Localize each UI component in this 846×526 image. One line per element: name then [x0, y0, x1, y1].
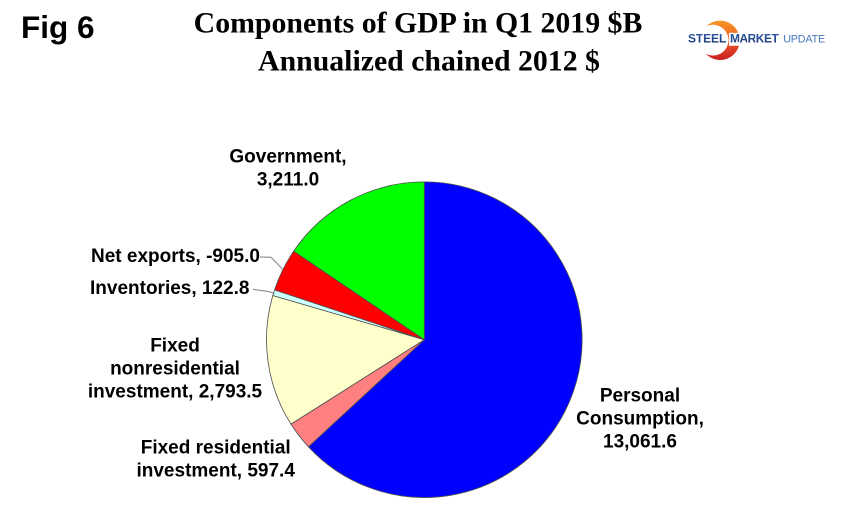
svg-text:Inventories, 122.8: Inventories, 122.8 [90, 278, 249, 299]
svg-text:investment, 2,793.5: investment, 2,793.5 [88, 382, 263, 403]
svg-text:Consumption,: Consumption, [576, 409, 704, 430]
svg-text:Fig 6: Fig 6 [21, 9, 95, 45]
svg-text:Annualized chained 2012 $: Annualized chained 2012 $ [258, 45, 600, 78]
svg-text:UPDATE: UPDATE [783, 34, 825, 46]
svg-text:Net exports, -905.0: Net exports, -905.0 [91, 246, 260, 267]
svg-text:investment, 597.4: investment, 597.4 [136, 461, 295, 482]
svg-text:Fixed: Fixed [150, 336, 200, 357]
svg-text:3,211.0: 3,211.0 [257, 170, 319, 191]
svg-text:Personal: Personal [600, 386, 680, 407]
svg-text:13,061.6: 13,061.6 [603, 432, 677, 453]
svg-text:Components of GDP in Q1 2019 $: Components of GDP in Q1 2019 $B [194, 7, 643, 40]
svg-text:nonresidential: nonresidential [110, 359, 240, 380]
svg-text:STEEL: STEEL [688, 32, 726, 46]
svg-text:MARKET: MARKET [730, 32, 779, 46]
svg-text:Fixed residential: Fixed residential [141, 438, 291, 459]
svg-text:Government,: Government, [229, 147, 346, 168]
